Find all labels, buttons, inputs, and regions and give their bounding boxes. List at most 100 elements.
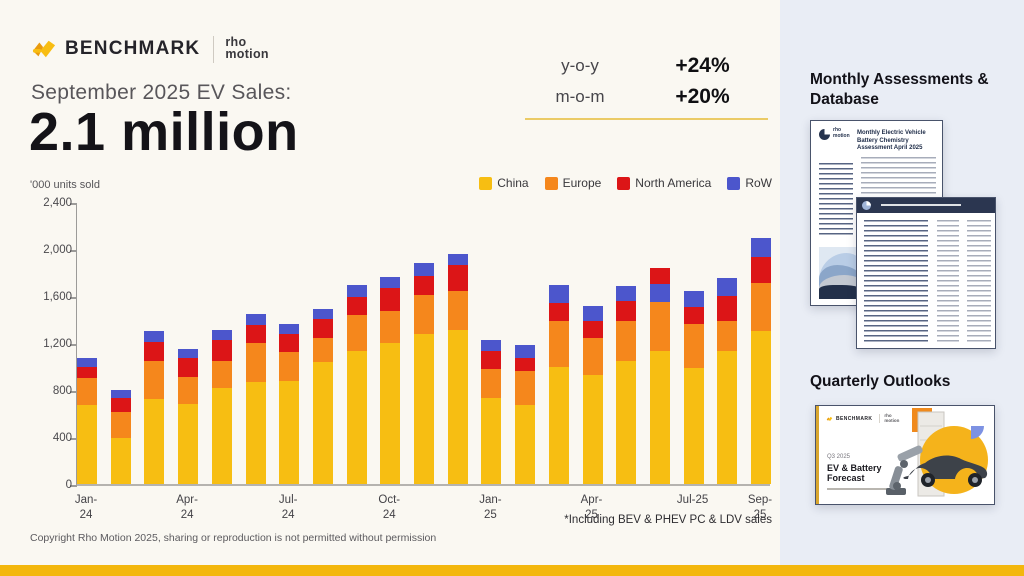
segment-RoW (616, 286, 637, 302)
x-tick-label-Jan-25: Jan- 25 (479, 494, 502, 521)
mom-label: m-o-m (555, 86, 605, 106)
doc3-rho-wordmark: rho motion (879, 413, 900, 423)
doc3-illustration (886, 408, 988, 497)
segment-RoW (548, 285, 569, 304)
segment-North America (178, 358, 199, 377)
segment-Europe (312, 338, 333, 363)
doc3-title-line1: EV & Battery (827, 463, 882, 473)
segment-China (683, 367, 704, 484)
doc3-rho-line2: motion (884, 417, 900, 423)
doc3-benchmark-wordmark: BENCHMARK (836, 415, 873, 422)
segment-China (414, 334, 434, 484)
segment-China (77, 405, 97, 484)
bar-Jul-24 (279, 324, 300, 484)
segment-Europe (717, 320, 738, 352)
segment-RoW (649, 283, 670, 302)
sidebar-section1-title: Monthly Assessments & Database (810, 71, 989, 109)
doc3-quarter-label: Q3 2025 (827, 454, 851, 460)
bar-Sep-24 (346, 284, 367, 484)
doc1-title: Monthly Electric Vehicle Battery Chemist… (857, 130, 926, 151)
benchmark-wordmark: BENCHMARK (65, 38, 201, 59)
doc3-url-line (827, 488, 887, 490)
bar-Jun-24 (245, 314, 266, 484)
y-tick-label: 2,000 (43, 244, 72, 256)
doc2-header-bar (857, 198, 995, 213)
segment-RoW (312, 308, 333, 319)
y-axis-units-label: '000 units sold (30, 179, 100, 191)
legend-swatch-North America (617, 176, 631, 190)
doc3-rho-line1: rho (884, 413, 892, 418)
doc3-accent-stripe (816, 406, 819, 504)
stats-underline (525, 118, 768, 120)
bar-Feb-24 (110, 390, 131, 484)
doc3-brand-row: BENCHMARK rho motion (826, 413, 900, 423)
segment-North America (515, 357, 536, 372)
bar-Aug-24 (312, 308, 333, 484)
segment-North America (548, 303, 569, 321)
segment-Europe (178, 376, 199, 404)
segment-North America (380, 288, 401, 311)
segment-Europe (110, 411, 131, 439)
growth-stats: y-o-y +24% m-o-m +20% (525, 50, 770, 120)
bar-Feb-25 (515, 345, 536, 484)
bar-Jan-24 (77, 357, 97, 484)
bar-Mar-25 (548, 285, 569, 484)
segment-Europe (380, 310, 401, 343)
bar-May-25 (616, 286, 637, 484)
logo-divider (213, 35, 215, 63)
y-tick-label: 0 (65, 479, 72, 491)
segment-North America (346, 297, 367, 315)
doc1-brand-line2: motion (833, 132, 850, 139)
bar-May-24 (211, 330, 232, 484)
x-tick-label-Oct-24: Oct- 24 (378, 494, 401, 521)
y-tick-mark (70, 203, 77, 205)
rho-motion-wordmark: rho motion (225, 36, 269, 61)
segment-North America (582, 320, 603, 338)
segment-China (616, 360, 637, 484)
bar-Aug-25 (717, 278, 738, 484)
segment-Europe (414, 295, 434, 335)
legend-label-North America: North America (635, 176, 712, 190)
segment-China (751, 330, 771, 484)
segment-Europe (582, 337, 603, 375)
x-tick-label-Jul-24: Jul- 24 (278, 494, 298, 521)
headline-number: 2.1 million (29, 102, 299, 162)
rho-word-line2: motion (225, 47, 269, 61)
segment-Europe (548, 320, 569, 367)
segment-China (211, 388, 232, 484)
bar-Jan-25 (481, 339, 502, 484)
bar-Mar-24 (144, 331, 165, 484)
segment-RoW (77, 357, 97, 368)
y-tick-label: 1,600 (43, 291, 72, 303)
legend-item-China: China (479, 176, 529, 190)
segment-China (110, 438, 131, 484)
ev-sales-chart: 0 400 800 1,200 1,600 2,000 2,400 Jan- 24 Apr- 24 J… (30, 196, 775, 521)
brand-logos: BENCHMARK rho motion (30, 34, 269, 64)
sidebar-section2-title: Quarterly Outlooks (810, 373, 951, 390)
segment-RoW (245, 314, 266, 326)
doc2-table-col1 (864, 220, 928, 342)
segment-North America (751, 256, 771, 283)
doc3-blue-wedge (971, 426, 984, 439)
y-tick-mark (70, 250, 77, 252)
rho-motion-mini-wordmark: rho motion (833, 127, 850, 139)
segment-China (380, 343, 401, 484)
y-tick-label: 800 (52, 385, 72, 397)
doc1-brand-line1: rho (833, 127, 842, 133)
doc3-car-silhouette (903, 455, 988, 479)
segment-China (447, 329, 468, 484)
x-tick-label-Jan-24: Jan- 24 (74, 494, 98, 521)
segment-RoW (144, 331, 165, 342)
segment-Europe (279, 351, 300, 382)
segment-Europe (77, 378, 97, 406)
quarterly-forecast-thumbnail: BENCHMARK rho motion Q3 2025 EV & Batter… (815, 405, 995, 505)
segment-China (582, 374, 603, 484)
segment-Europe (211, 360, 232, 389)
segment-Europe (447, 290, 468, 330)
segment-Europe (245, 343, 266, 382)
segment-Europe (346, 314, 367, 352)
segment-North America (144, 341, 165, 362)
segment-North America (110, 398, 131, 412)
doc3-title-line2: Forecast (827, 473, 865, 484)
segment-North America (312, 318, 333, 339)
